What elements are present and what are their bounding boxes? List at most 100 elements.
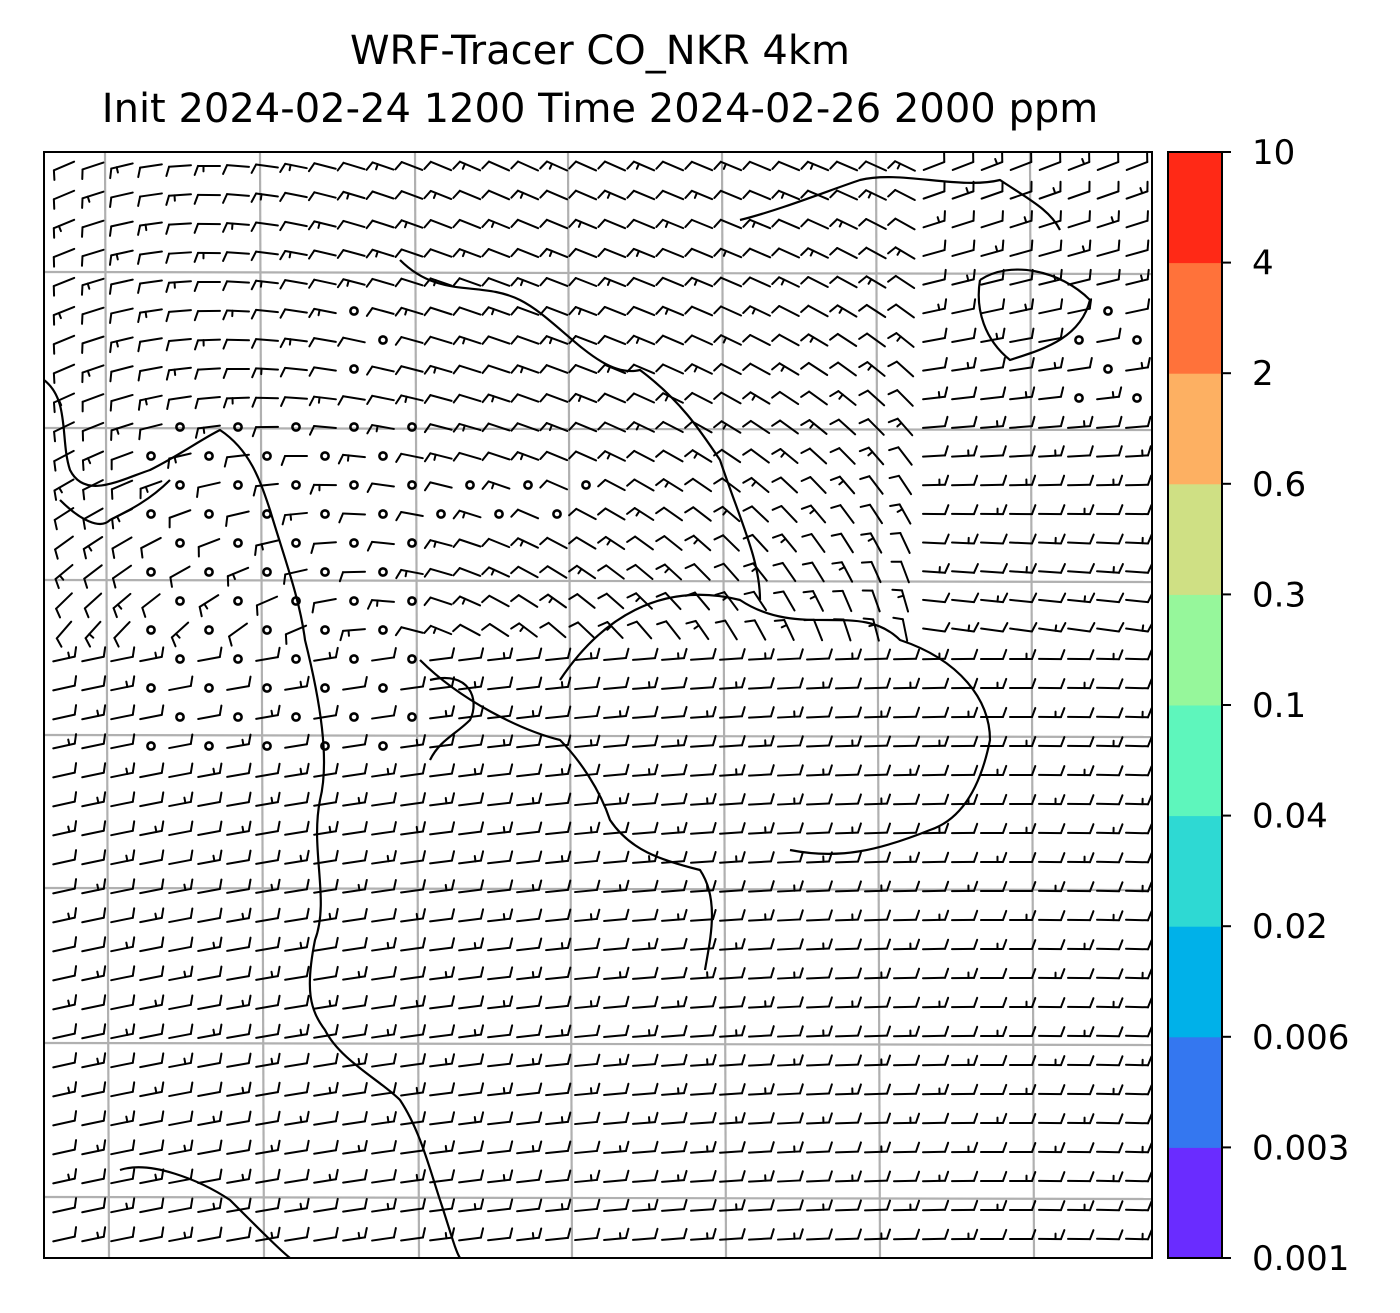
wind-barb bbox=[719, 967, 746, 980]
wind-barb bbox=[980, 1025, 1008, 1038]
wind-barb bbox=[255, 1226, 281, 1242]
wind-barb bbox=[310, 541, 337, 555]
calm-marker bbox=[204, 509, 214, 519]
wind-barb bbox=[338, 512, 366, 524]
wind-barb bbox=[777, 1199, 804, 1212]
wind-barb bbox=[1038, 210, 1062, 229]
wind-barb bbox=[394, 219, 424, 229]
wind-barb bbox=[165, 164, 192, 178]
wind-barb bbox=[719, 1199, 746, 1212]
wind-barb bbox=[81, 161, 105, 181]
wind-barb bbox=[313, 762, 339, 778]
wind-barb bbox=[165, 251, 192, 264]
wind-barb bbox=[835, 648, 862, 661]
wind-barb bbox=[800, 276, 829, 288]
wind-barb bbox=[655, 334, 685, 346]
wind-barb bbox=[690, 735, 717, 748]
wind-barb bbox=[111, 508, 133, 530]
wind-barb bbox=[1009, 852, 1037, 864]
wind-barb bbox=[632, 850, 659, 864]
wind-barb bbox=[1125, 678, 1152, 690]
wind-barb bbox=[458, 879, 485, 894]
wind-barb bbox=[168, 849, 194, 866]
wind-barb bbox=[165, 193, 192, 206]
wind-barb bbox=[951, 386, 978, 401]
wind-barb bbox=[603, 908, 630, 922]
wind-barb bbox=[713, 276, 743, 288]
wind-barb bbox=[1067, 563, 1095, 574]
wind-barb bbox=[864, 1228, 892, 1241]
colorbar-tick-label: 0.6 bbox=[1252, 465, 1306, 505]
wind-barb bbox=[423, 335, 453, 346]
wind-barb bbox=[516, 821, 543, 836]
wind-barb bbox=[371, 937, 397, 952]
wind-barb bbox=[197, 1226, 223, 1242]
wind-barb bbox=[632, 676, 659, 690]
calm-marker bbox=[146, 567, 156, 577]
wind-barb bbox=[626, 218, 656, 230]
wind-barb bbox=[893, 1228, 921, 1241]
wind-barb bbox=[510, 335, 540, 345]
wind-barb bbox=[864, 909, 892, 922]
wind-barb bbox=[53, 449, 75, 472]
wind-barb bbox=[858, 303, 887, 319]
wind-barb bbox=[835, 793, 862, 806]
wind-barb bbox=[777, 822, 804, 835]
wind-barb bbox=[951, 1170, 979, 1183]
wind-barb bbox=[626, 592, 653, 610]
wind-barb bbox=[168, 1110, 194, 1127]
wind-barb bbox=[137, 308, 163, 324]
wind-barb bbox=[829, 475, 856, 495]
wind-barb bbox=[806, 967, 833, 980]
wind-barb bbox=[545, 1140, 572, 1155]
calm-marker bbox=[175, 422, 185, 432]
wind-barb bbox=[719, 677, 746, 690]
calm-marker bbox=[320, 683, 330, 693]
wind-barb bbox=[255, 965, 281, 981]
wind-barb bbox=[400, 937, 426, 952]
wind-barb bbox=[951, 152, 975, 171]
wind-barb bbox=[719, 1170, 746, 1183]
wind-barb bbox=[835, 1054, 862, 1067]
wind-barb bbox=[342, 936, 368, 952]
wind-barb bbox=[52, 1197, 78, 1214]
wind-barb bbox=[951, 268, 976, 286]
wind-barb bbox=[597, 363, 627, 375]
wind-barb bbox=[1009, 1026, 1037, 1038]
wind-barb bbox=[1009, 298, 1035, 315]
wind-barb bbox=[887, 217, 916, 231]
wind-barb bbox=[539, 335, 569, 345]
wind-barb bbox=[1038, 794, 1066, 806]
wind-barb bbox=[226, 849, 252, 865]
wind-barb bbox=[197, 878, 223, 894]
wind-barb bbox=[748, 1141, 775, 1154]
wind-barb bbox=[1067, 794, 1095, 806]
wind-barb bbox=[342, 1110, 368, 1126]
wind-barb bbox=[168, 936, 194, 953]
calm-marker bbox=[349, 422, 359, 432]
wind-barb bbox=[139, 907, 165, 924]
wind-barb bbox=[1038, 533, 1066, 545]
wind-barb bbox=[801, 561, 825, 583]
wind-barb bbox=[858, 389, 886, 407]
wind-barb bbox=[771, 533, 797, 553]
wind-barb bbox=[52, 1226, 78, 1243]
wind-barb bbox=[1125, 1026, 1152, 1038]
wind-barb bbox=[800, 160, 830, 172]
calm-marker bbox=[291, 480, 301, 490]
wind-barb bbox=[1096, 415, 1123, 429]
wind-barb bbox=[81, 704, 107, 721]
wind-barb bbox=[394, 277, 424, 288]
wind-barb bbox=[632, 705, 659, 719]
wind-barb bbox=[1009, 1229, 1037, 1241]
wind-barb bbox=[626, 189, 656, 201]
wind-barb bbox=[481, 594, 510, 608]
wind-barb bbox=[777, 735, 804, 748]
wind-barb bbox=[313, 907, 339, 923]
wind-barb bbox=[888, 474, 913, 496]
wind-barb bbox=[690, 1025, 717, 1038]
wind-barb bbox=[108, 249, 134, 266]
wind-barb bbox=[829, 304, 858, 318]
wind-barb bbox=[487, 647, 514, 662]
wind-barb bbox=[423, 481, 453, 492]
